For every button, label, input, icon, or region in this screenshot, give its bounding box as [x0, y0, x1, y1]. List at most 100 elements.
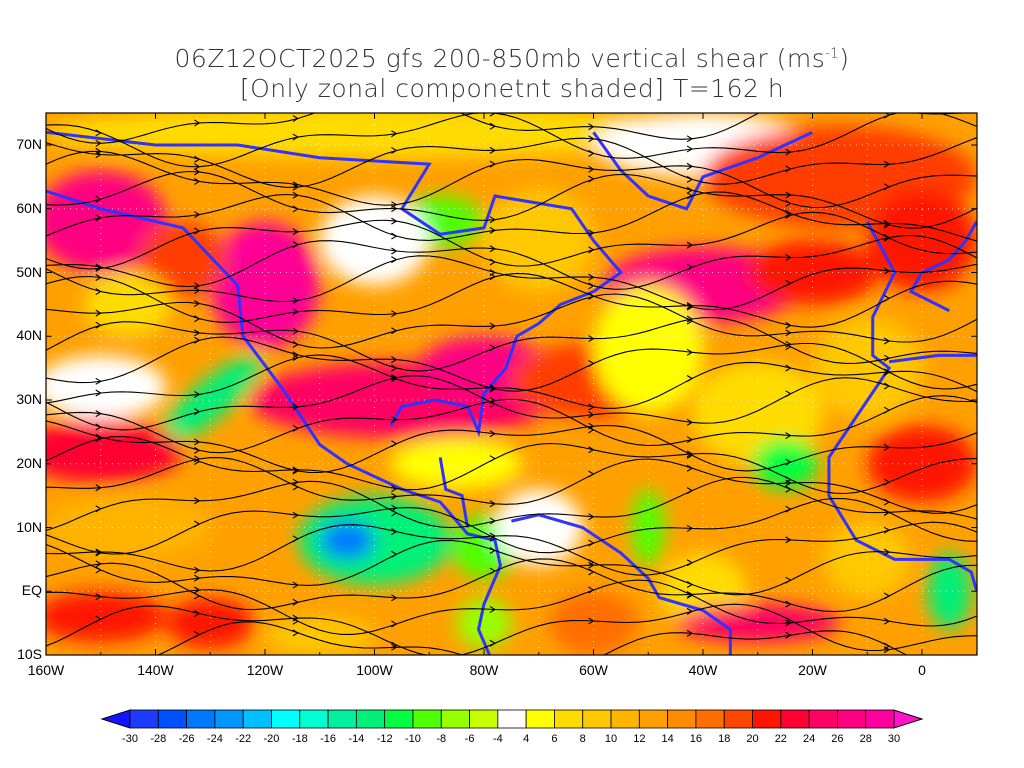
- streamline-arrow: [95, 273, 102, 281]
- streamline-arrow: [194, 574, 201, 582]
- streamline-arrow: [194, 520, 201, 528]
- streamline-arrow: [194, 282, 201, 290]
- lat-label: 60N: [16, 199, 42, 216]
- lon-label: 60W: [579, 662, 608, 678]
- streamline-arrow: [391, 146, 398, 154]
- streamline-arrow: [785, 209, 792, 217]
- streamline-arrow: [785, 165, 792, 173]
- streamline-arrow: [292, 228, 299, 236]
- colorbar-label: 28: [859, 733, 872, 745]
- streamline-arrow: [95, 484, 102, 492]
- colorbar-label: -20: [263, 733, 280, 745]
- colorbar-swatch: [525, 709, 555, 729]
- lat-label: 10N: [16, 518, 42, 535]
- streamline-arrow: [489, 639, 497, 647]
- colorbar-swatch: [355, 709, 386, 729]
- colorbar-swatch: [808, 709, 838, 729]
- colorbar-swatch: [610, 709, 640, 729]
- streamline-arrow: [391, 485, 398, 493]
- shear-shade-region: [484, 189, 594, 292]
- colorbar-swatch: [667, 709, 697, 729]
- streamline-arrow: [194, 300, 201, 307]
- streamline-arrow: [95, 615, 102, 623]
- streamline-arrow: [292, 617, 299, 625]
- streamline-arrow: [588, 558, 595, 566]
- streamline-arrow: [194, 119, 201, 127]
- streamline-arrow: [883, 337, 891, 345]
- streamline-arrow: [785, 279, 792, 287]
- streamline-arrow: [588, 175, 595, 183]
- streamline-arrow: [489, 245, 497, 253]
- streamline-arrow: [391, 201, 398, 209]
- shear-shade-region: [46, 419, 183, 483]
- streamline: [46, 255, 977, 311]
- colorbar-swatch: [440, 709, 470, 729]
- streamline-arrow: [588, 273, 595, 281]
- streamline-arrow: [489, 385, 497, 393]
- streamline-arrow: [686, 375, 694, 382]
- streamline-arrow: [194, 455, 201, 463]
- colorbar-swatch: [554, 709, 584, 729]
- streamline-arrow: [391, 528, 398, 536]
- streamline-arrow: [391, 550, 398, 558]
- streamline-arrow: [883, 498, 891, 506]
- streamline-arrow: [194, 438, 201, 446]
- streamline-arrow: [194, 497, 201, 505]
- colorbar-swatch: [327, 709, 357, 729]
- streamline-arrow: [194, 211, 201, 219]
- streamline: [46, 316, 977, 372]
- streamline-arrow: [95, 549, 102, 557]
- colorbar-label: -18: [291, 733, 308, 745]
- streamline-arrow: [785, 148, 792, 156]
- streamline-arrow: [391, 247, 398, 255]
- streamline-arrow: [292, 478, 299, 486]
- streamline-arrow: [785, 340, 792, 348]
- streamline-arrow: [391, 356, 398, 364]
- streamline-arrow: [883, 617, 891, 625]
- streamline-arrow: [785, 576, 792, 584]
- streamline-arrow: [883, 183, 891, 191]
- lon-label: 40W: [688, 662, 718, 678]
- streamline-arrow: [95, 214, 102, 222]
- shear-shade-region: [46, 170, 167, 273]
- colorbar-label: 20: [746, 733, 759, 745]
- colorbar-swatch: [752, 709, 782, 729]
- streamline: [46, 521, 977, 576]
- streamline-arrow: [95, 151, 102, 159]
- colorbar-label: -12: [376, 733, 393, 745]
- streamline-arrow: [391, 620, 398, 628]
- streamline-arrow: [194, 586, 201, 594]
- streamline: [46, 211, 977, 270]
- streamline-arrow: [489, 517, 497, 525]
- streamline-arrow: [588, 470, 595, 478]
- coastline: [438, 457, 470, 528]
- shear-shade-region: [692, 361, 824, 464]
- streamline-arrow: [883, 221, 891, 229]
- streamline-arrow: [588, 617, 595, 625]
- streamline-arrow: [391, 440, 398, 448]
- streamline-arrow: [883, 508, 891, 516]
- streamline-arrow: [686, 263, 694, 271]
- streamline-arrow: [95, 147, 102, 155]
- streamline-arrow: [686, 192, 694, 200]
- streamline-arrow: [588, 149, 595, 157]
- streamline-arrow: [391, 327, 398, 335]
- streamline-arrow: [391, 256, 398, 264]
- streamline-arrow: [686, 145, 694, 153]
- map-frame: [45, 112, 978, 656]
- streamline-arrow: [194, 631, 201, 638]
- colorbar-label: 4: [523, 733, 530, 745]
- streamline-arrow: [883, 354, 891, 362]
- streamline-arrow: [588, 539, 595, 547]
- streamline-arrow: [588, 446, 595, 454]
- streamline-arrow: [588, 403, 595, 411]
- streamline-arrow: [489, 605, 497, 613]
- shear-shade-region: [84, 272, 172, 337]
- shear-shade-region: [139, 221, 227, 298]
- streamline-arrow: [194, 286, 201, 294]
- streamline-arrow: [785, 476, 792, 484]
- colorbar-swatch: [638, 709, 669, 729]
- coastline: [908, 220, 977, 313]
- streamline: [46, 476, 977, 532]
